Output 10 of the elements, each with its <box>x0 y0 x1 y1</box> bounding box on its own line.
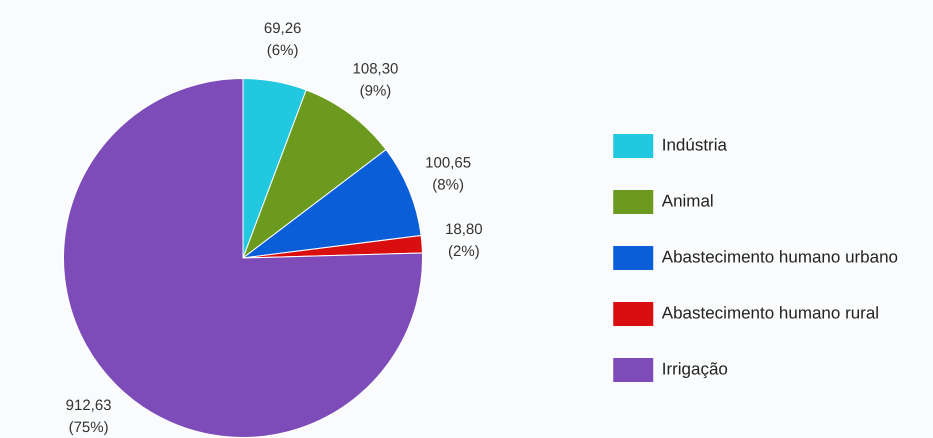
data-label: 69,26 (6%) <box>264 20 302 60</box>
data-label: 100,65 (8%) <box>425 154 472 194</box>
data-label: 108,30 (9%) <box>352 60 398 100</box>
legend-label: Abastecimento humano urbano <box>662 248 898 267</box>
data-label: 18,80 (2%) <box>445 221 483 260</box>
legend-label: Abastecimento humano rural <box>662 304 880 323</box>
data-label: 912,63 (75%) <box>66 396 112 436</box>
legend-label: Indústria <box>662 136 728 155</box>
legend-label: Irrigação <box>662 360 728 379</box>
legend-label: Animal <box>662 192 714 211</box>
